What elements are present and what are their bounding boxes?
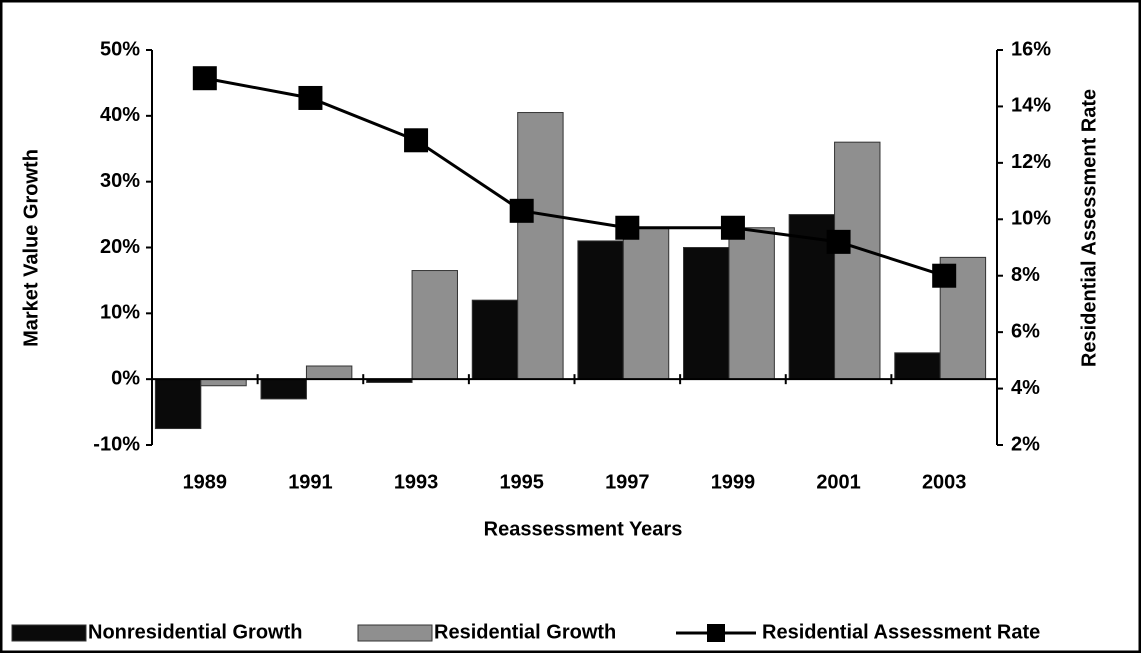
bar [834,141,881,380]
x-tick-label: 1991 [288,471,333,493]
bar [154,378,202,430]
bar [728,227,775,380]
y2-axis-title: Residential Assessment Rate [1078,89,1100,367]
legend-label: Residential Assessment Rate [762,621,1040,643]
legend-swatch [357,624,433,642]
y-tick-label: 30% [100,170,140,192]
y-tick-label: 20% [100,236,140,258]
line-marker [404,128,429,153]
x-tick-label: 1993 [394,471,439,493]
line-marker [720,215,745,240]
line-marker [192,66,217,91]
y-tick-label: -10% [93,433,140,455]
y2-tick-label: 8% [1011,264,1040,286]
x-tick-label: 1995 [499,471,544,493]
bar [683,247,730,380]
line-marker [509,198,534,223]
legend-label: Nonresidential Growth [88,621,302,643]
legend-label: Residential Growth [434,621,616,643]
x-axis-title: Reassessment Years [484,518,683,540]
bar [894,352,941,380]
line [204,76,945,278]
line-marker [615,215,640,240]
bar [305,365,353,380]
x-tick-label: 1997 [605,471,650,493]
y-tick-label: 0% [111,367,140,389]
x-tick-label: 2003 [922,471,967,493]
bar [260,378,307,400]
y-tick-label: 50% [100,38,140,60]
line-marker [298,85,323,110]
bar [411,270,458,380]
line-marker [932,263,957,288]
y2-tick-label: 14% [1011,95,1051,117]
line-marker [826,229,851,254]
x-tick-label: 1999 [711,471,756,493]
bar [577,240,624,380]
bar [622,227,670,380]
y2-tick-label: 12% [1011,151,1051,173]
legend-swatch [11,624,87,642]
bar [471,299,519,380]
y2-tick-label: 6% [1011,320,1040,342]
legend-marker [707,624,725,642]
y2-tick-label: 4% [1011,377,1040,399]
y-tick-label: 40% [100,104,140,126]
y-tick-label: 10% [100,302,140,324]
y2-tick-label: 10% [1011,208,1051,230]
y2-tick-label: 2% [1011,433,1040,455]
x-tick-label: 1989 [183,471,228,493]
bar [517,112,564,380]
x-tick-label: 2001 [816,471,861,493]
y2-tick-label: 16% [1011,38,1051,60]
y-axis-title: Market Value Growth [20,149,42,347]
